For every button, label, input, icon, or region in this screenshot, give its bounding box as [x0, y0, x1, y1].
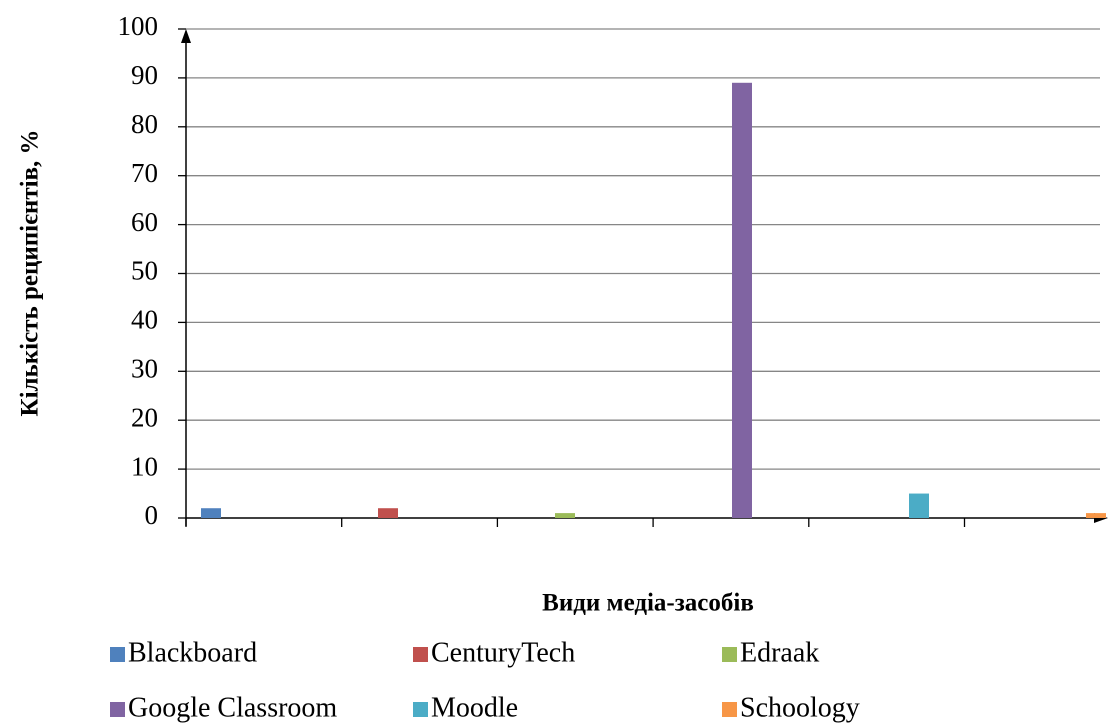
y-tick-label: 50	[131, 256, 158, 286]
legend-swatch	[413, 647, 428, 662]
legend-label: Google Classroom	[128, 692, 337, 723]
y-tick-label: 100	[118, 11, 159, 41]
legend-label: CenturyTech	[431, 637, 575, 668]
y-axis-arrow	[181, 29, 191, 43]
bar	[378, 508, 398, 518]
legend-swatch	[110, 702, 125, 717]
y-tick-label: 90	[131, 60, 158, 90]
y-tick-label: 30	[131, 354, 158, 384]
y-tick-label: 10	[131, 451, 158, 481]
y-tick-label: 40	[131, 305, 158, 335]
legend-label: Edraak	[740, 637, 819, 668]
legend-swatch	[722, 702, 737, 717]
bar	[732, 82, 752, 518]
legend-swatch	[110, 647, 125, 662]
y-tick-label: 0	[145, 500, 159, 530]
bar	[909, 493, 929, 518]
legend-label: Moodle	[431, 692, 518, 723]
legend-label: Schoology	[740, 692, 860, 723]
y-tick-label: 20	[131, 402, 158, 432]
legend-swatch	[722, 647, 737, 662]
legend-swatch	[413, 702, 428, 717]
bar	[555, 513, 575, 518]
y-axis-title: Кількість реципієнтів, %	[17, 129, 44, 416]
bar	[1086, 513, 1106, 518]
y-tick-label: 70	[131, 158, 158, 188]
x-axis-title: Види медіа-засобів	[542, 590, 754, 617]
legend-label: Blackboard	[128, 637, 257, 668]
bar	[201, 508, 221, 518]
y-tick-label: 80	[131, 109, 158, 139]
y-tick-label: 60	[131, 207, 158, 237]
